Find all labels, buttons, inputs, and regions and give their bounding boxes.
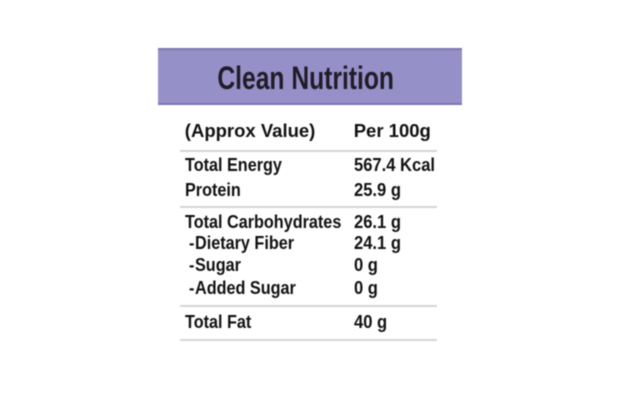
row-value: 25.9 g (353, 179, 401, 200)
label-title: Clean Nutrition (158, 62, 462, 94)
divider (180, 305, 437, 307)
title-bar (158, 48, 462, 105)
row-label: Total Energy (184, 154, 282, 175)
nutrition-panel: Clean Nutrition (Approx Value) Per 100g … (158, 48, 462, 346)
table-row-total-carbohydrates: Total Carbohydrates 26.1 g (158, 211, 462, 233)
row-label: Protein (184, 179, 241, 200)
table-row-total-fat: Total Fat 40 g (158, 311, 462, 333)
row-label: Sugar (195, 255, 241, 276)
sub-item-dash: - (188, 277, 194, 298)
sub-item-dash: - (188, 255, 194, 276)
row-value: 0 g (353, 255, 378, 276)
row-value: 567.4 Kcal (353, 154, 435, 175)
divider (180, 206, 437, 208)
row-value: 24.1 g (353, 233, 401, 254)
column-header-value: Per 100g (353, 120, 431, 142)
column-header-label: (Approx Value) (184, 120, 316, 142)
label-title-text: Clean Nutrition (217, 59, 395, 96)
row-label: Dietary Fiber (195, 233, 295, 254)
table-row-total-energy: Total Energy 567.4 Kcal (158, 154, 462, 176)
divider (180, 149, 437, 152)
table-row-dietary-fiber: - Dietary Fiber 24.1 g (158, 232, 462, 254)
row-label: Total Fat (184, 312, 252, 333)
row-value: 0 g (353, 277, 378, 298)
row-value: 40 g (353, 312, 387, 333)
divider (180, 339, 437, 341)
table-row-sugar: - Sugar 0 g (158, 254, 462, 276)
table-row-protein: Protein 25.9 g (158, 179, 462, 201)
row-label: Total Carbohydrates (184, 211, 342, 232)
row-value: 26.1 g (353, 211, 401, 232)
table-row-added-sugar: - Added Sugar 0 g (158, 277, 462, 299)
column-header-row: (Approx Value) Per 100g (158, 120, 462, 142)
row-label: Added Sugar (195, 277, 296, 298)
sub-item-dash: - (188, 233, 194, 254)
